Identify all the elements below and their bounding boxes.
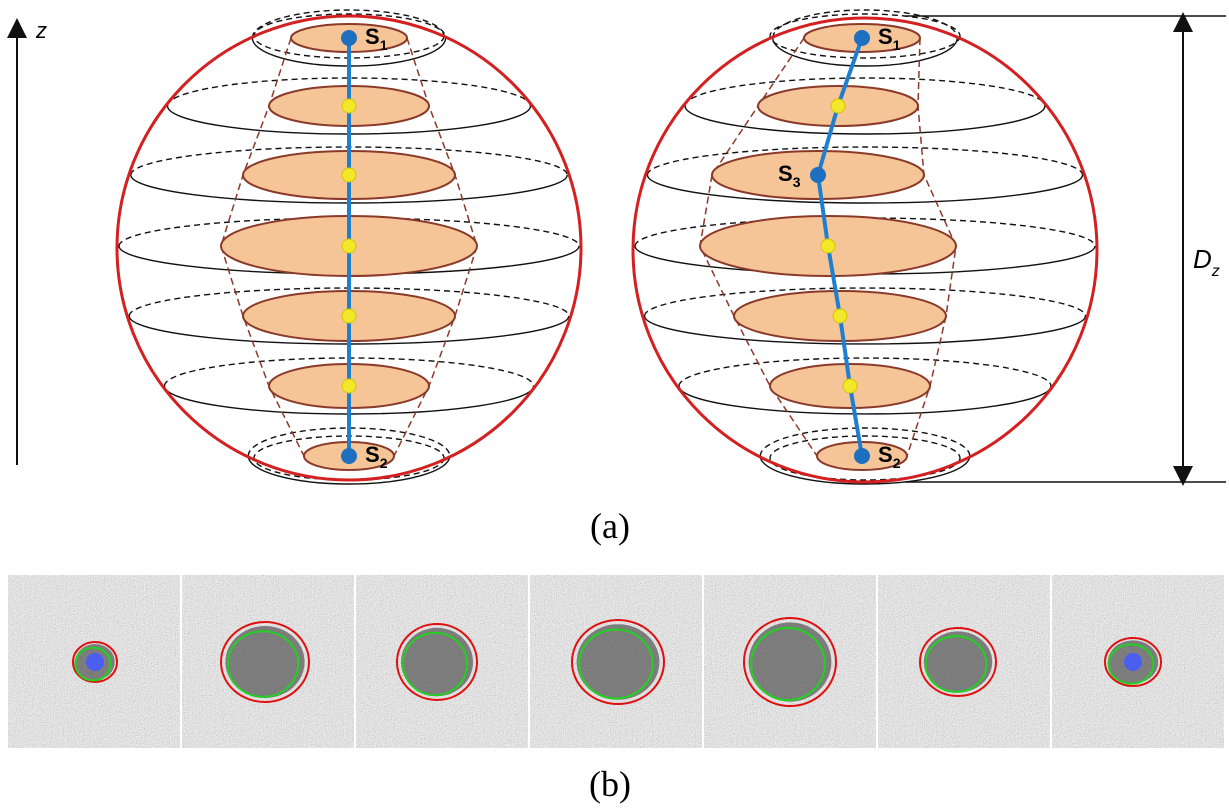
center-point [342,309,356,323]
center-point [821,239,835,253]
seed-dot [1124,653,1142,671]
seed-point [341,448,357,464]
center-point [831,99,845,113]
seed-label-sub: 1 [380,37,388,53]
panel-b [8,575,1224,748]
seed-label-base: S [878,442,893,467]
seed-point [854,448,870,464]
seed-dot [86,653,104,671]
center-point [342,99,356,113]
center-point [843,379,857,393]
center-point [833,309,847,323]
seed-label-base: S [365,24,380,49]
center-point [342,379,356,393]
seed-label-sub: 2 [380,455,388,471]
seed-point [810,167,826,183]
caption-a: (a) [590,506,630,546]
seed-label-sub: 3 [793,174,801,190]
seed-label-sub: 2 [893,455,901,471]
seed-label-base: S [365,442,380,467]
seed-label-base: S [878,24,893,49]
seed-point [341,30,357,46]
seed-point [854,30,870,46]
figure: S1S2S1S3S2 z Dz (a) (b) [0,0,1229,810]
z-label: z [35,18,47,43]
center-point [342,239,356,253]
seed-label-base: S [778,161,793,186]
dim-label: Dz [1193,244,1220,280]
seed-label-sub: 1 [893,37,901,53]
caption-b: (b) [589,764,631,804]
center-point [342,168,356,182]
